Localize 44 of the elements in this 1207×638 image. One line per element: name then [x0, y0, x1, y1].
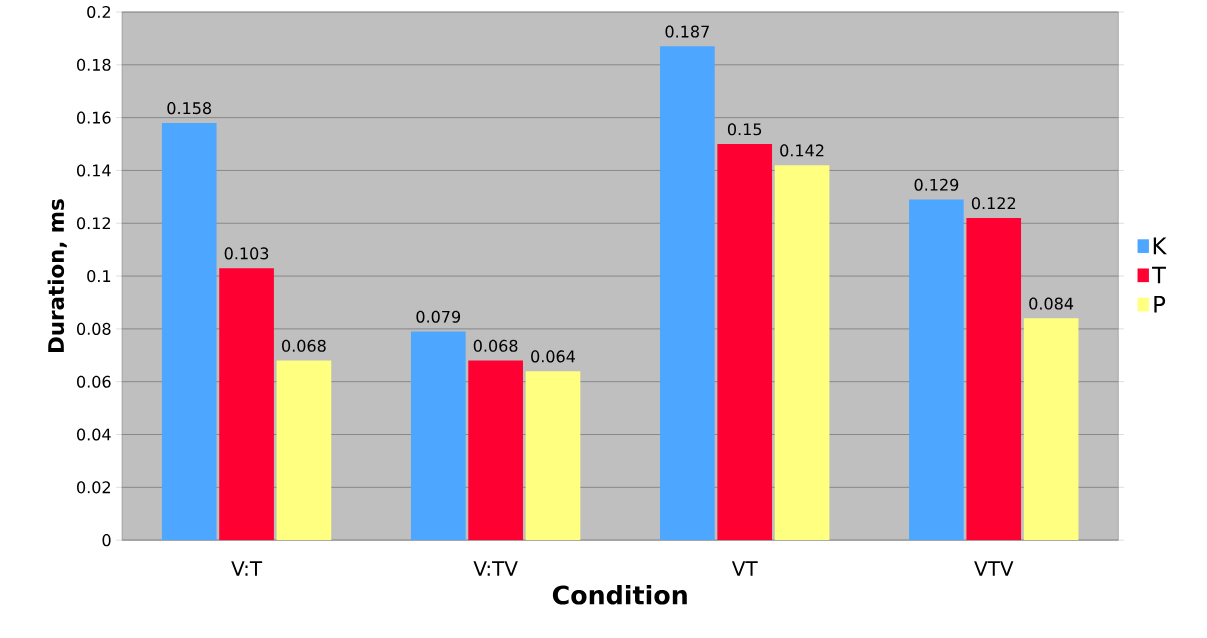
legend-label: K	[1153, 237, 1167, 255]
data-label: 0.084	[1029, 297, 1074, 310]
y-tick-label: 0.06	[77, 375, 111, 388]
y-tick-label: 0.18	[77, 58, 111, 71]
y-tick-label: 0.04	[77, 428, 111, 441]
data-label: 0.142	[780, 144, 824, 157]
y-tick-label: 0.14	[77, 164, 111, 177]
bar	[161, 122, 217, 541]
data-label: 0.079	[416, 310, 461, 323]
bar	[219, 268, 274, 541]
data-label: 0.122	[971, 197, 1016, 210]
y-tick-label: 0	[102, 534, 111, 547]
x-tick-label: VT	[731, 561, 758, 576]
data-label: 0.103	[224, 247, 269, 260]
y-axis-title: Duration, ms	[47, 199, 67, 352]
y-tick-label: 0.2	[87, 5, 111, 18]
data-label: 0.15	[727, 123, 762, 136]
x-tick-label: V:T	[231, 561, 263, 576]
y-tick-label: 0.1	[87, 269, 111, 283]
bar	[410, 331, 466, 541]
bar	[966, 217, 1022, 541]
data-label: 0.187	[665, 25, 709, 38]
bar	[525, 371, 581, 541]
data-label: 0.068	[282, 339, 326, 352]
legend-label: T	[1152, 266, 1166, 284]
y-tick-label: 0.08	[77, 322, 111, 335]
bar	[774, 165, 830, 541]
bar	[660, 46, 715, 541]
bar	[1023, 318, 1079, 541]
x-axis-title: Condition	[552, 584, 687, 605]
x-tick-label: VTV	[974, 561, 1014, 576]
y-tick-label: 0.12	[77, 217, 111, 230]
bar	[276, 360, 332, 541]
x-tick-label: V:TV	[473, 561, 518, 576]
legend-label: P	[1154, 295, 1166, 313]
y-tick-label: 0.02	[77, 481, 111, 494]
data-label: 0.068	[473, 339, 518, 352]
bar	[468, 360, 523, 541]
bar	[909, 199, 964, 541]
data-label: 0.064	[531, 350, 575, 363]
bar	[717, 143, 773, 541]
data-label: 0.129	[914, 178, 959, 191]
data-label: 0.158	[167, 102, 212, 115]
y-tick-label: 0.16	[77, 111, 111, 124]
